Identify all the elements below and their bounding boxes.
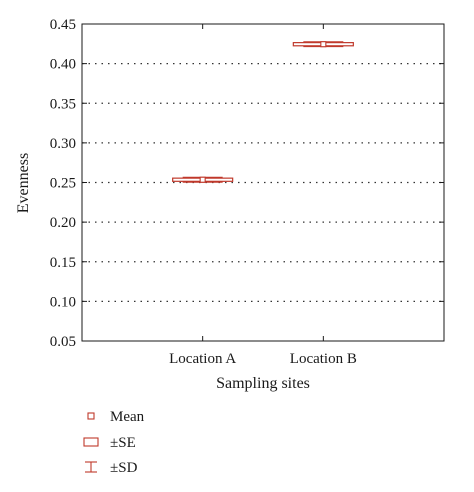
y-tick-label: 0.25 — [50, 176, 76, 192]
legend-label: Mean — [110, 409, 145, 425]
y-tick-label: 0.05 — [50, 334, 76, 350]
y-tick-label: 0.15 — [50, 255, 76, 271]
y-tick-label: 0.45 — [50, 17, 76, 33]
legend-mean-icon — [87, 412, 95, 420]
y-axis-title: Evenness — [15, 153, 32, 213]
y-tick-label: 0.30 — [50, 136, 76, 152]
y-tick-label: 0.40 — [50, 57, 76, 73]
box-location-a — [172, 176, 234, 183]
legend-item-se: ±SE — [83, 435, 136, 451]
x-tick-label: Location B — [290, 351, 357, 367]
legend-item-mean: Mean — [87, 409, 145, 425]
mean-marker — [320, 41, 327, 48]
plot-frame — [81, 23, 445, 342]
legend-item-sd: ±SD — [85, 460, 138, 476]
y-axis-ticks: 0.05 0.10 0.15 0.20 0.25 0.30 0.35 0.40 0.45 — [50, 17, 444, 350]
legend-label: ±SD — [110, 460, 138, 476]
mean-marker — [199, 176, 206, 183]
legend-se-icon — [83, 437, 99, 447]
y-tick-label: 0.10 — [50, 294, 76, 310]
legend: Mean ±SE ±SD — [83, 409, 145, 476]
x-axis-title: Sampling sites — [216, 375, 310, 392]
box-location-b — [292, 41, 354, 48]
y-tick-label: 0.35 — [50, 96, 76, 112]
x-tick-label: Location A — [169, 351, 236, 367]
y-tick-label: 0.20 — [50, 215, 76, 231]
x-axis-ticks: Location A Location B — [169, 24, 357, 367]
gridlines — [82, 63, 444, 302]
legend-label: ±SE — [110, 435, 136, 451]
data-boxes — [172, 41, 354, 183]
